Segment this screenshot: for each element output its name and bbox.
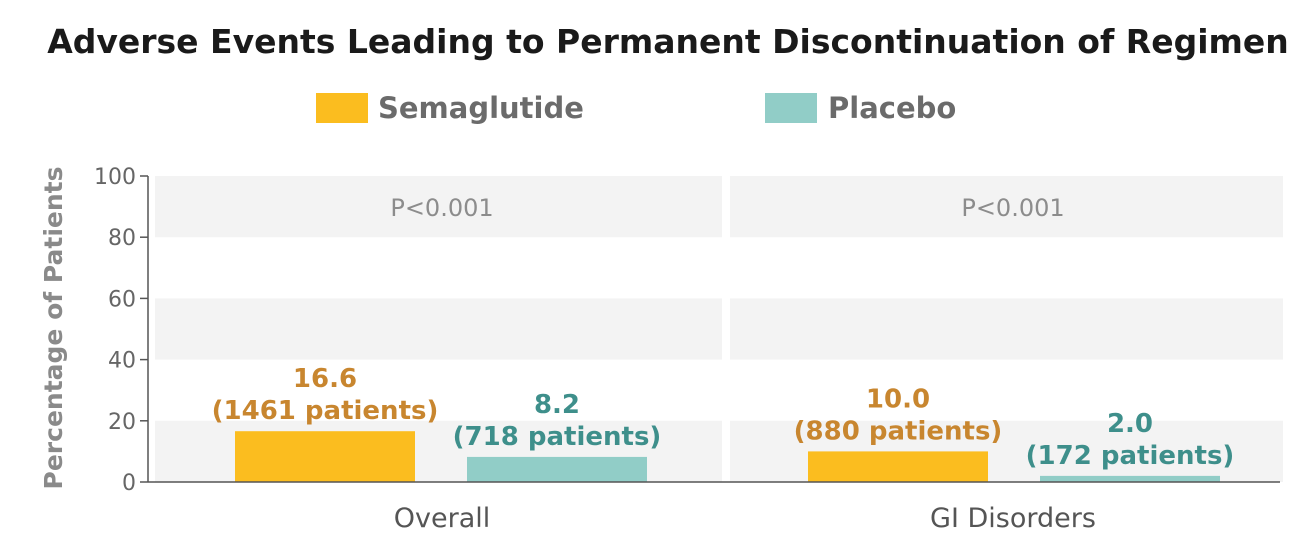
y-tick-label: 60 bbox=[108, 287, 136, 312]
data-label-value: 8.2 bbox=[534, 390, 580, 420]
bar-placebo-gi-disorders bbox=[1040, 476, 1220, 482]
data-label-count: (1461 patients) bbox=[212, 396, 439, 426]
data-label-value: 2.0 bbox=[1107, 409, 1153, 439]
data-label-count: (172 patients) bbox=[1026, 441, 1235, 471]
y-axis-label: Percentage of Patients bbox=[39, 167, 68, 490]
legend-swatch-placebo bbox=[765, 93, 817, 123]
y-tick-label: 80 bbox=[108, 226, 136, 251]
p-value-annotation: P<0.001 bbox=[390, 194, 493, 222]
y-axis: 0 20 40 60 80 100 bbox=[94, 165, 148, 496]
p-value-annotation: P<0.001 bbox=[961, 194, 1064, 222]
chart-title: Adverse Events Leading to Permanent Disc… bbox=[47, 22, 1289, 61]
data-label-count: (718 patients) bbox=[453, 422, 662, 452]
legend-swatch-semaglutide bbox=[316, 93, 368, 123]
legend-label-semaglutide: Semaglutide bbox=[378, 91, 584, 125]
y-tick-label: 40 bbox=[108, 349, 136, 374]
data-label-value: 16.6 bbox=[293, 364, 357, 394]
x-category-label: Overall bbox=[394, 503, 491, 534]
y-tick-label: 20 bbox=[108, 410, 136, 435]
data-label-count: (880 patients) bbox=[794, 416, 1003, 446]
data-label-value: 10.0 bbox=[866, 384, 930, 414]
bar-semaglutide-gi-disorders bbox=[808, 451, 988, 482]
grid-band bbox=[730, 298, 1283, 359]
bar-semaglutide-overall bbox=[235, 431, 415, 482]
legend-label-placebo: Placebo bbox=[828, 91, 956, 125]
y-tick-label: 0 bbox=[122, 471, 136, 496]
bar-placebo-overall bbox=[467, 457, 647, 482]
legend: Semaglutide Placebo bbox=[316, 91, 956, 125]
x-category-label: GI Disorders bbox=[930, 503, 1096, 534]
grid-band bbox=[155, 298, 722, 359]
y-tick-label: 100 bbox=[94, 165, 136, 190]
